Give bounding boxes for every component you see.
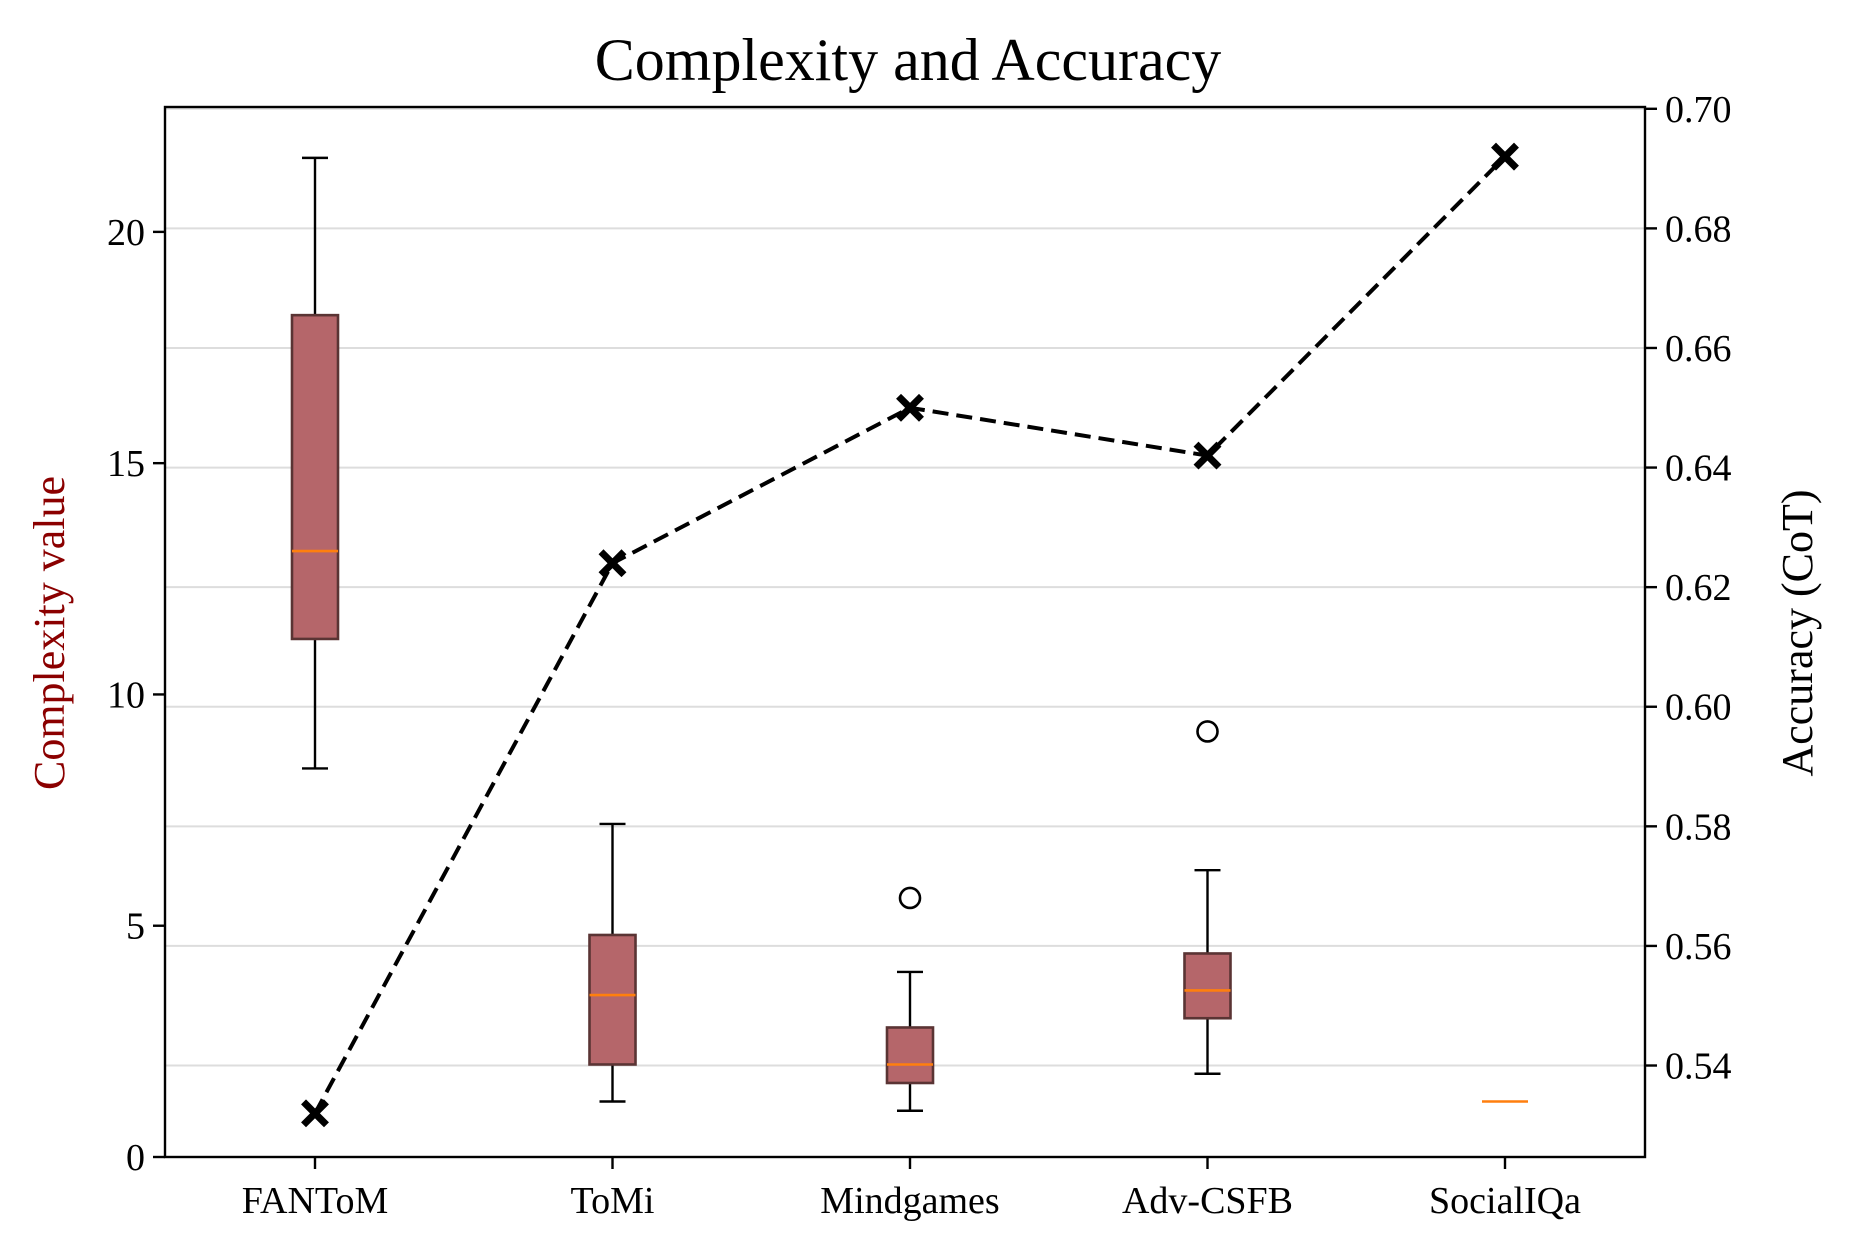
box-body: [885, 1026, 935, 1085]
right-y-tick-label: 0.70: [1665, 89, 1732, 131]
accuracy-point-tomi: [598, 549, 627, 578]
chart-title: Complexity and Accuracy: [595, 27, 1221, 93]
outlier-marker: [898, 886, 922, 910]
left-y-axis-label: Complexity value: [25, 476, 74, 790]
box-body: [1183, 952, 1232, 1020]
box-adv-csfb: [1183, 720, 1232, 1075]
left-y-tick-label: 15: [107, 443, 145, 485]
x-tick-label-tomi: ToMi: [571, 1180, 655, 1222]
box-fantom: [290, 156, 340, 770]
outlier-marker: [1196, 720, 1219, 743]
right-y-axis-label: Accuracy (CoT): [1773, 489, 1822, 776]
box-body: [588, 933, 637, 1066]
right-y-tick-label: 0.54: [1665, 1046, 1732, 1088]
right-y-tick-label: 0.68: [1665, 208, 1732, 250]
box-tomi: [588, 822, 637, 1103]
right-y-tick-label: 0.66: [1665, 328, 1732, 370]
x-tick-label-socialiqa: SocialIQa: [1429, 1180, 1581, 1222]
left-y-tick-label: 0: [126, 1137, 145, 1179]
left-y-tick-label: 5: [126, 906, 145, 948]
right-y-tick-label: 0.64: [1665, 448, 1732, 490]
box-body: [290, 313, 340, 641]
accuracy-point-mindgames: [896, 393, 924, 422]
right-y-tick-label: 0.58: [1665, 806, 1732, 848]
x-tick-label-mindgames: Mindgames: [820, 1180, 999, 1222]
plot-frame: [163, 105, 1647, 1159]
right-y-tick-label: 0.56: [1665, 926, 1732, 968]
right-y-tick-label: 0.62: [1665, 567, 1732, 609]
right-y-tick-label: 0.60: [1665, 687, 1732, 729]
box-mindgames: [885, 886, 935, 1112]
x-tick-label-adv-csfb: Adv-CSFB: [1122, 1180, 1293, 1222]
accuracy-point-adv-csfb: [1193, 441, 1222, 470]
left-y-tick-label: 20: [107, 212, 145, 254]
accuracy-point-fantom: [301, 1099, 329, 1128]
left-y-tick-label: 10: [107, 674, 145, 716]
accuracy-point-socialiqa: [1491, 142, 1519, 171]
x-tick-label-fantom: FANToM: [242, 1180, 389, 1222]
